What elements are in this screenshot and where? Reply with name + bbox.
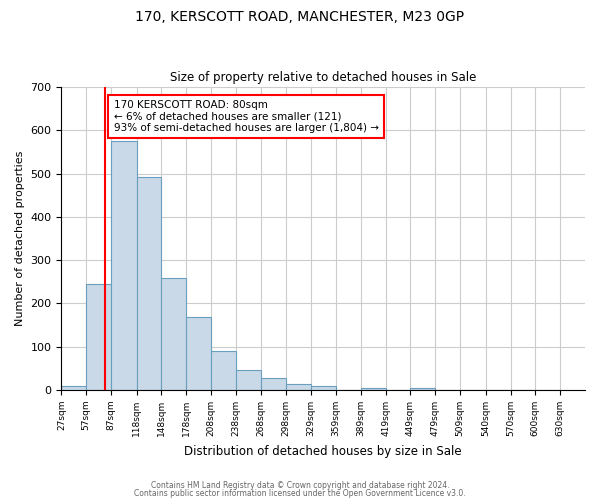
Bar — [187, 318, 211, 390]
Bar — [161, 278, 187, 390]
Bar — [236, 370, 261, 390]
Bar — [361, 388, 386, 390]
Title: Size of property relative to detached houses in Sale: Size of property relative to detached ho… — [170, 72, 476, 85]
Bar — [286, 384, 311, 390]
Bar — [111, 141, 137, 390]
X-axis label: Distribution of detached houses by size in Sale: Distribution of detached houses by size … — [184, 444, 462, 458]
Bar — [86, 284, 111, 390]
Bar — [261, 378, 286, 390]
Text: 170 KERSCOTT ROAD: 80sqm
← 6% of detached houses are smaller (121)
93% of semi-d: 170 KERSCOTT ROAD: 80sqm ← 6% of detache… — [113, 100, 379, 133]
Text: Contains HM Land Registry data © Crown copyright and database right 2024.: Contains HM Land Registry data © Crown c… — [151, 481, 449, 490]
Text: Contains public sector information licensed under the Open Government Licence v3: Contains public sector information licen… — [134, 488, 466, 498]
Bar — [61, 386, 86, 390]
Y-axis label: Number of detached properties: Number of detached properties — [15, 151, 25, 326]
Text: 170, KERSCOTT ROAD, MANCHESTER, M23 0GP: 170, KERSCOTT ROAD, MANCHESTER, M23 0GP — [136, 10, 464, 24]
Bar — [410, 388, 435, 390]
Bar — [311, 386, 336, 390]
Bar — [211, 351, 236, 390]
Bar — [137, 176, 161, 390]
